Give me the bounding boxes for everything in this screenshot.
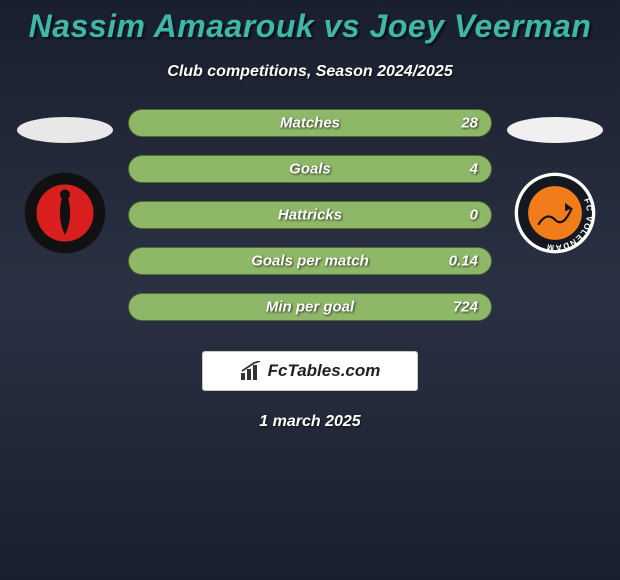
stat-label: Goals bbox=[289, 161, 331, 178]
stat-value-right: 724 bbox=[453, 299, 478, 316]
chart-icon bbox=[240, 361, 262, 381]
comparison-title: Nassim Amaarouk vs Joey Veerman bbox=[0, 0, 620, 45]
stat-label: Goals per match bbox=[251, 253, 369, 270]
stat-label: Hattricks bbox=[278, 207, 342, 224]
stat-bar: Hattricks 0 bbox=[128, 201, 492, 229]
player-right-plate bbox=[507, 117, 603, 143]
player-left-name: Nassim Amaarouk bbox=[29, 8, 315, 44]
player-right-name: Joey Veerman bbox=[370, 8, 592, 44]
date-label: 1 march 2025 bbox=[0, 413, 620, 431]
stat-bar: Matches 28 bbox=[128, 109, 492, 137]
stat-label: Min per goal bbox=[266, 299, 354, 316]
content-row: Matches 28 Goals 4 Hattricks 0 Goals per match… bbox=[0, 109, 620, 339]
stat-bar: Goals per match 0.14 bbox=[128, 247, 492, 275]
team-right-badge-icon: FC VOLENDAM bbox=[513, 171, 597, 255]
right-column: FC VOLENDAM bbox=[500, 109, 610, 255]
team-left-badge-icon bbox=[23, 171, 107, 255]
subtitle: Club competitions, Season 2024/2025 bbox=[0, 63, 620, 81]
branding-text: FcTables.com bbox=[268, 361, 381, 381]
stat-value-right: 0.14 bbox=[449, 253, 478, 270]
stats-column: Matches 28 Goals 4 Hattricks 0 Goals per match… bbox=[120, 109, 500, 339]
player-left-plate bbox=[17, 117, 113, 143]
stat-value-right: 0 bbox=[470, 207, 478, 224]
vs-label: vs bbox=[324, 8, 361, 44]
branding-badge[interactable]: FcTables.com bbox=[202, 351, 418, 391]
left-column bbox=[10, 109, 120, 255]
stat-value-right: 28 bbox=[461, 115, 478, 132]
stat-bar: Min per goal 724 bbox=[128, 293, 492, 321]
stat-bar: Goals 4 bbox=[128, 155, 492, 183]
stat-label: Matches bbox=[280, 115, 340, 132]
stat-value-right: 4 bbox=[470, 161, 478, 178]
